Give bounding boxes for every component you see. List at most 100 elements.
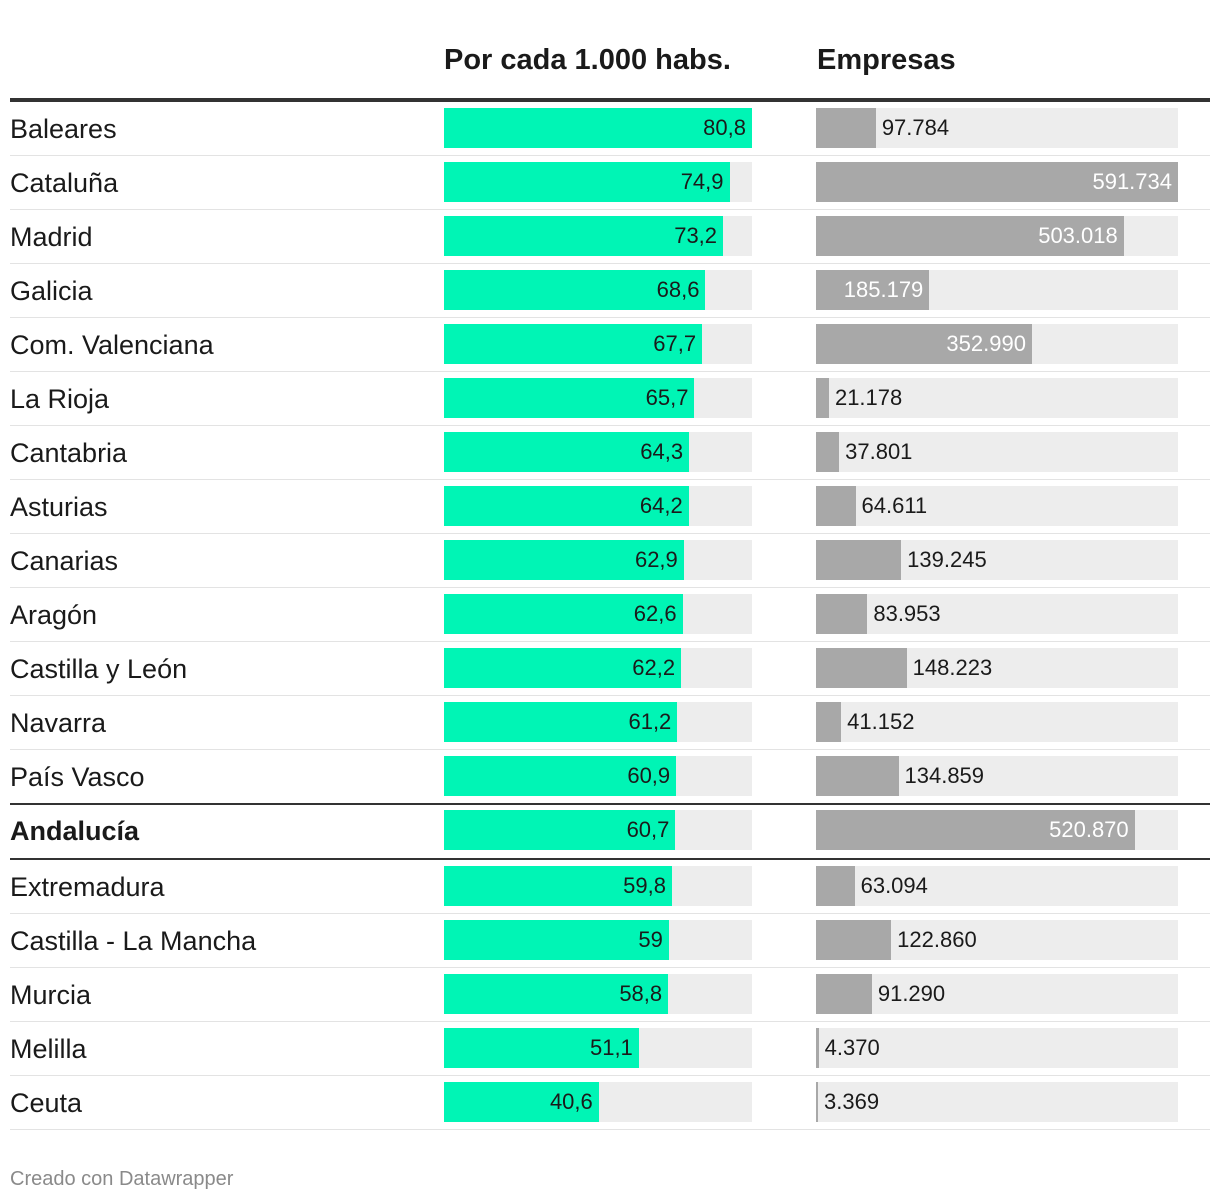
companies-bar <box>816 866 855 906</box>
companies-bar <box>816 162 1178 202</box>
companies-value-label: 64.611 <box>861 493 928 518</box>
ratio-value-label: 61,2 <box>628 709 672 734</box>
companies-bar-track: 185.179 <box>816 270 1178 310</box>
companies-bar <box>816 540 902 580</box>
header-rule <box>10 98 1210 102</box>
companies-bar-track: 41.152 <box>816 702 1178 742</box>
row-divider <box>10 209 1210 210</box>
ratio-bar-track: 65,7 <box>444 378 752 418</box>
companies-bar-track: 4.370 <box>816 1028 1178 1068</box>
row-divider <box>10 533 1210 534</box>
ratio-bar <box>444 920 669 960</box>
region-label: Aragón <box>10 600 98 630</box>
companies-bar <box>816 108 876 148</box>
ratio-value-label: 60,7 <box>626 817 670 842</box>
table-row: Extremadura 59,8 63.094 <box>10 860 1210 914</box>
ratio-bar <box>444 594 683 634</box>
ratio-value-label: 58,8 <box>619 981 663 1006</box>
companies-bar-track: 352.990 <box>816 324 1178 364</box>
companies-bar <box>816 1028 819 1068</box>
ratio-value-label: 68,6 <box>656 277 700 302</box>
highlight-rule-top <box>10 803 1210 805</box>
companies-bar <box>816 324 1032 364</box>
ratio-value-label: 64,2 <box>639 493 683 518</box>
companies-bar-track: 3.369 <box>816 1082 1178 1122</box>
ratio-bar <box>444 648 682 688</box>
ratio-bar <box>444 270 706 310</box>
row-divider <box>10 695 1210 696</box>
row-divider <box>10 425 1210 426</box>
companies-value-label: 352.990 <box>946 331 1026 356</box>
companies-bar-track: 37.801 <box>816 432 1178 472</box>
companies-value-label: 97.784 <box>881 115 950 140</box>
region-label: Murcia <box>10 980 92 1010</box>
highlight-rule-bottom <box>10 858 1210 860</box>
table-row: País Vasco 60,9 134.859 <box>10 750 1210 804</box>
region-label: Castilla y León <box>10 654 188 684</box>
row-divider <box>10 155 1210 156</box>
companies-bar-track: 91.290 <box>816 974 1178 1014</box>
row-divider <box>10 263 1210 264</box>
table-row: Aragón 62,6 83.953 <box>10 588 1210 642</box>
table-row: Galicia 68,6 185.179 <box>10 264 1210 318</box>
ratio-bar-track: 59 <box>444 920 752 960</box>
ratio-bar <box>444 1082 599 1122</box>
ratio-bar-track: 64,2 <box>444 486 752 526</box>
table-row: Castilla y León 62,2 148.223 <box>10 642 1210 696</box>
ratio-bar-track: 80,8 <box>444 108 752 148</box>
companies-bar <box>816 974 872 1014</box>
companies-value-label: 63.094 <box>860 873 928 898</box>
companies-value-label: 37.801 <box>845 439 913 464</box>
ratio-value-label: 67,7 <box>653 331 697 356</box>
ratio-bar-track: 61,2 <box>444 702 752 742</box>
companies-value-label: 139.245 <box>907 547 987 572</box>
ratio-bar <box>444 810 676 850</box>
companies-bar <box>816 1082 819 1122</box>
table-row: La Rioja 65,7 21.178 <box>10 372 1210 426</box>
companies-bar-track: 148.223 <box>816 648 1178 688</box>
companies-value-label: 148.223 <box>912 655 993 680</box>
ratio-bar-track: 62,6 <box>444 594 752 634</box>
table-row: Com. Valenciana 67,7 352.990 <box>10 318 1210 372</box>
region-label: Baleares <box>10 114 117 144</box>
ratio-bar-track: 51,1 <box>444 1028 752 1068</box>
companies-bar-track: 134.859 <box>816 756 1178 796</box>
companies-bar-track: 83.953 <box>816 594 1178 634</box>
table-row: Andalucía 60,7 520.870 <box>10 804 1210 858</box>
row-divider <box>10 913 1210 914</box>
companies-bar <box>816 486 856 526</box>
companies-bar <box>816 378 829 418</box>
table-row: Cantabria 64,3 37.801 <box>10 426 1210 480</box>
ratio-bar-track: 58,8 <box>444 974 752 1014</box>
row-divider <box>10 749 1210 750</box>
ratio-value-label: 62,6 <box>633 601 677 626</box>
ratio-bar-track: 62,9 <box>444 540 752 580</box>
ratio-bar-track: 68,6 <box>444 270 752 310</box>
ratio-column-header: Por cada 1.000 habs. <box>444 44 731 76</box>
table-row: Ceuta 40,6 3.369 <box>10 1076 1210 1130</box>
ratio-value-label: 73,2 <box>674 223 718 248</box>
companies-bar <box>816 920 892 960</box>
companies-bar-track: 503.018 <box>816 216 1178 256</box>
ratio-bar <box>444 974 669 1014</box>
companies-value-label: 122.860 <box>897 927 977 952</box>
companies-value-label: 21.178 <box>834 385 903 410</box>
companies-value-label: 134.859 <box>904 763 985 788</box>
region-label: Cataluña <box>10 168 119 198</box>
companies-bar <box>816 756 899 796</box>
table-row: Navarra 61,2 41.152 <box>10 696 1210 750</box>
region-label: La Rioja <box>10 384 110 414</box>
companies-bar <box>816 702 842 742</box>
companies-bar <box>816 216 1124 256</box>
row-divider <box>10 641 1210 642</box>
region-label: Cantabria <box>10 438 128 468</box>
companies-bar-track: 122.860 <box>816 920 1178 960</box>
row-divider <box>10 479 1210 480</box>
ratio-value-label: 80,8 <box>703 115 746 140</box>
region-label: Asturias <box>10 492 108 522</box>
region-label: Ceuta <box>10 1088 83 1118</box>
ratio-bar <box>444 866 672 906</box>
ratio-bar-track: 62,2 <box>444 648 752 688</box>
companies-bar-track: 591.734 <box>816 162 1178 202</box>
ratio-value-label: 74,9 <box>680 169 724 194</box>
